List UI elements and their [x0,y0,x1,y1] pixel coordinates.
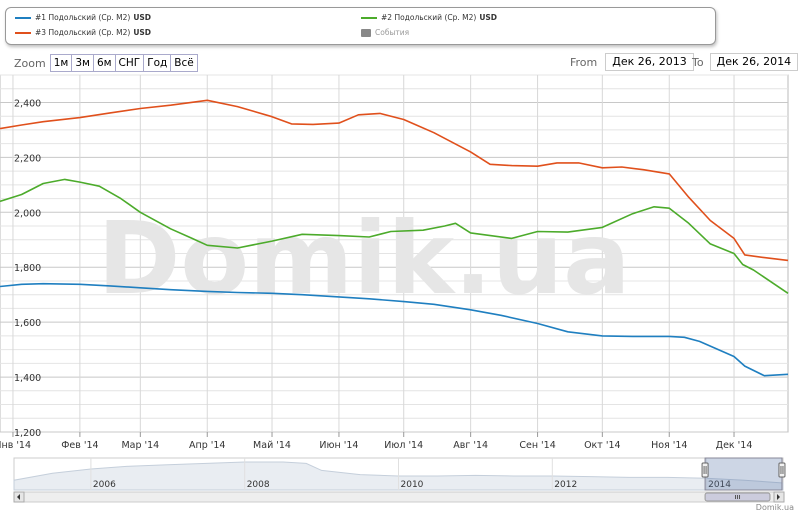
zoom-button-year[interactable]: Год [143,54,172,72]
range-from: From Дек 26, 2013 [570,53,694,71]
scroll-left-button[interactable] [13,491,25,503]
x-tick-label: Янв '14 [0,440,31,451]
scrollbar-track [13,491,785,503]
series-line-1 [0,282,789,377]
x-tick-label: Июн '14 [319,440,358,451]
zoom-button-1m[interactable]: 1м [49,54,73,72]
series-line-3 [0,99,789,262]
zoom-button-all[interactable]: Всё [170,54,198,72]
legend-unit-series-2: USD [479,13,498,22]
zoom-selector: Zoom 1м 3м 6м СНГ Год Всё [14,54,198,72]
x-tick-label: Июл '14 [384,440,423,451]
legend-item-series-2[interactable]: #2 Подольский (Ср. М2) USD [361,13,497,22]
legend: #1 Подольский (Ср. М2) USD #3 Подольский … [5,7,716,45]
navigator: 2006 2008 2010 2012 2014 [13,457,786,503]
zoom-button-6m[interactable]: 6м [92,54,116,72]
legend-label-series-2: #2 Подольский (Ср. М2) [381,13,477,22]
navigator-label: 2010 [401,480,424,490]
legend-item-series-1[interactable]: #1 Подольский (Ср. М2) USD [15,13,151,22]
scrollbar-thumb[interactable] [704,492,771,502]
y-tick-label: 2,200 [14,153,41,164]
y-tick-label: 2,400 [14,98,41,109]
zoom-button-3m[interactable]: 3м [71,54,94,72]
x-tick-label: Апр '14 [189,440,225,451]
legend-label-events: События [375,28,410,37]
navigator-handle-right[interactable] [778,462,786,478]
range-from-input[interactable]: Дек 26, 2013 [605,53,694,71]
legend-unit-series-1: USD [133,13,152,22]
arrow-left-icon [17,494,20,500]
x-tick-label: Сен '14 [519,440,555,451]
legend-label-series-1: #1 Подольский (Ср. М2) [35,13,131,22]
x-axis: Янв '14 Фев '14 Мар '14 Апр '14 Май '14 Июн '… [0,432,752,451]
y-axis: 1,200 1,400 1,600 1,800 2,000 2,200 2,400 [14,98,41,439]
legend-item-events[interactable]: События [361,28,409,37]
events-box-icon [361,28,371,37]
range-to-input[interactable]: Дек 26, 2014 [709,53,799,71]
plot-frame [0,74,789,433]
legend-item-series-3[interactable]: #3 Подольский (Ср. М2) USD [15,28,151,37]
y-tick-label: 1,800 [14,263,41,274]
navigator-label: 2014 [708,480,731,490]
legend-unit-series-3: USD [133,28,152,37]
range-to-label: To [692,55,704,69]
navigator-selection [704,457,783,491]
x-tick-label: Мар '14 [121,440,159,451]
zoom-label: Zoom [14,56,46,70]
range-from-label: From [570,55,598,69]
navigator-area [13,461,784,491]
navigator-label: 2006 [93,480,116,490]
navigator-frame [13,457,784,491]
series-line-2 [0,178,789,294]
x-tick-label: Дек '14 [716,440,753,451]
x-tick-label: Май '14 [253,440,291,451]
scroll-right-button[interactable] [773,491,785,503]
x-tick-label: Окт '14 [584,440,620,451]
y-tick-label: 1,200 [14,428,41,439]
x-tick-label: Авг '14 [453,440,488,451]
y-tick-label: 1,600 [14,318,41,329]
x-tick-label: Ноя '14 [651,440,687,451]
series-group [0,99,789,377]
y-tick-label: 2,000 [14,208,41,219]
navigator-handle-left[interactable] [701,462,709,478]
navigator-label: 2012 [554,480,577,490]
credit-link[interactable]: Domik.ua [755,503,794,512]
legend-line-series-1 [15,16,31,19]
grid [0,74,789,433]
x-tick-label: Фев '14 [61,440,98,451]
zoom-button-ytd[interactable]: СНГ [114,54,145,72]
navigator-label: 2008 [247,480,270,490]
y-tick-label: 1,400 [14,373,41,384]
legend-line-series-2 [361,16,377,19]
legend-line-series-3 [15,31,31,34]
range-to: To Дек 26, 2014 [692,53,799,71]
watermark: Domik.ua [97,200,630,317]
arrow-right-icon [777,494,780,500]
legend-label-series-3: #3 Подольский (Ср. М2) [35,28,131,37]
